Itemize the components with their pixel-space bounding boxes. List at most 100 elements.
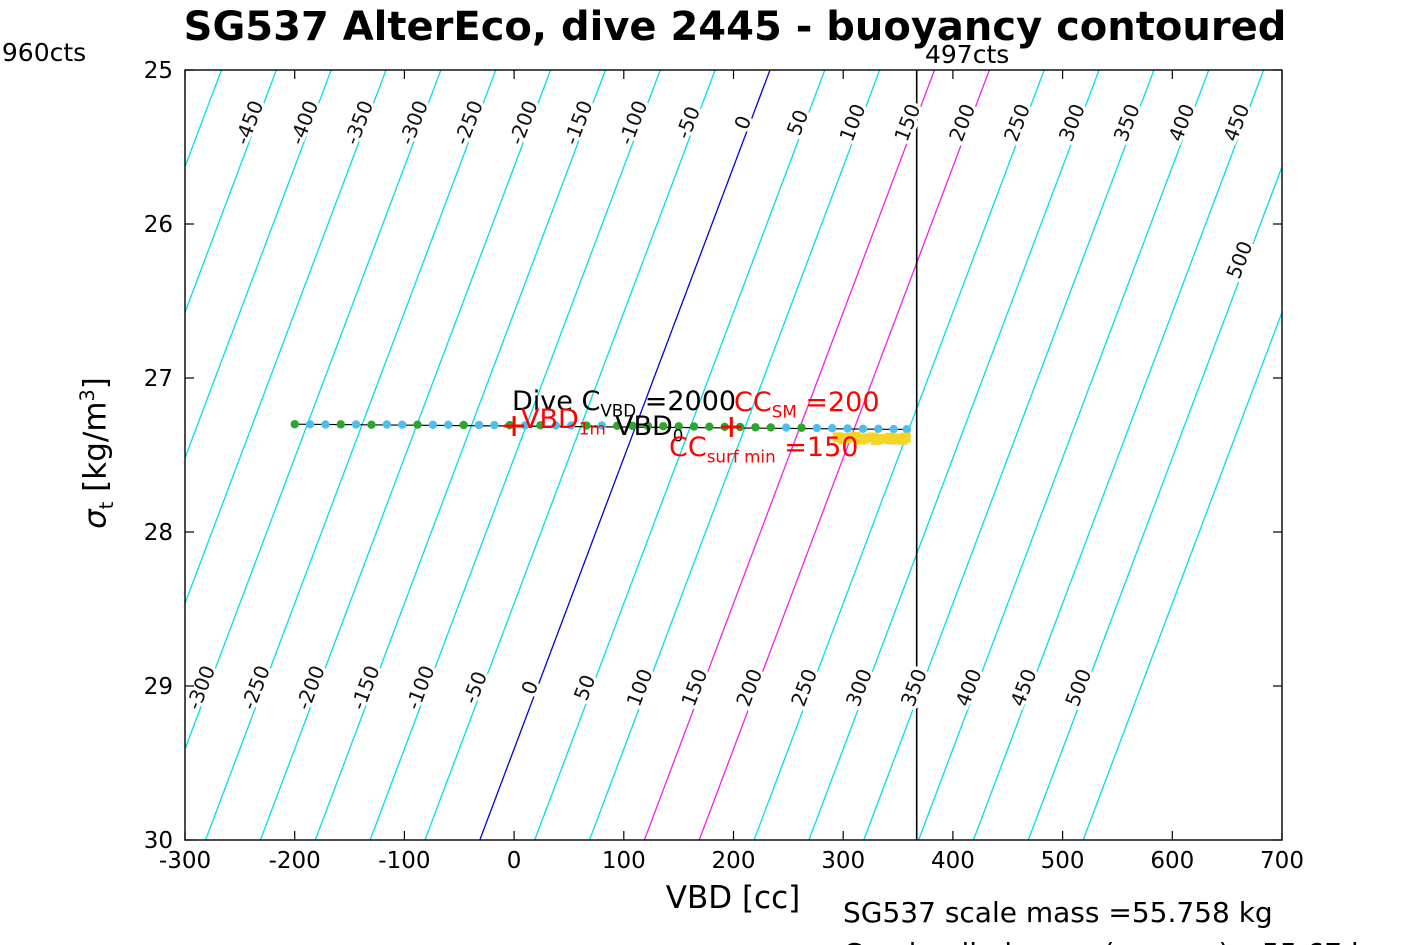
data-point <box>874 424 883 434</box>
annotation-cc-surf-min: CCsurf min =150 <box>669 432 858 466</box>
contour-label: 450 <box>1005 665 1041 709</box>
data-point <box>674 422 683 431</box>
contour-line-400 <box>918 70 1210 840</box>
annotation-dive-cvbd-sub: VBD <box>600 400 637 421</box>
contour-label: -350 <box>339 97 378 148</box>
contour-label: 500 <box>1221 238 1257 282</box>
x-tick-label: 0 <box>507 848 522 874</box>
annotation-cc-surf-min-pre: CC <box>669 432 707 463</box>
data-point <box>566 421 576 430</box>
data-point <box>812 423 822 433</box>
contour-line-450 <box>972 70 1265 840</box>
data-point <box>582 421 591 430</box>
x-tick-label: -200 <box>269 848 321 874</box>
x-tick-label: 200 <box>712 848 756 874</box>
implied-mass-post: implied mass (apogee) =55.67 kg <box>900 937 1385 945</box>
y-tick-label: 28 <box>144 520 173 546</box>
x-tick-label: 100 <box>602 848 646 874</box>
x-tick-label: -300 <box>159 848 211 874</box>
contour-label: -450 <box>230 97 269 148</box>
data-point <box>858 424 868 434</box>
data-point <box>305 420 315 429</box>
data-point <box>490 420 499 430</box>
contour-label: 100 <box>621 665 657 709</box>
contour-label: 200 <box>944 100 980 144</box>
contour-label: 250 <box>999 100 1035 144</box>
contour-line--450 <box>185 70 277 315</box>
contour-label: -50 <box>671 103 705 142</box>
contour-label: 350 <box>896 665 932 709</box>
y-axis-label: σt [kg/m3] <box>76 377 118 529</box>
contour-label: 350 <box>1109 100 1145 144</box>
contour-label: 0 <box>729 112 756 132</box>
contour-line-50 <box>534 70 826 840</box>
y-axis-label-sigma: σ <box>77 509 114 529</box>
annotation-vbd-1m-sub: 1m <box>578 418 606 439</box>
vline-counts-label: 497cts <box>925 40 1010 69</box>
contour-line-150 <box>643 70 936 840</box>
data-point <box>597 421 607 430</box>
contour-label: -100 <box>401 662 440 713</box>
surface-point <box>897 434 908 445</box>
annotation-cc-sm-sub: SM <box>771 401 797 422</box>
contour-label: -150 <box>346 662 385 713</box>
contour-label: 300 <box>1054 100 1090 144</box>
contour-label: 0 <box>516 677 543 697</box>
contour-label: 500 <box>1060 665 1096 709</box>
contour-line--350 <box>185 70 387 606</box>
contour-label: 250 <box>786 665 822 709</box>
annotation-vbd-0: VBD0 <box>615 411 683 445</box>
data-point <box>367 420 376 429</box>
y-tick-label: 29 <box>144 674 173 700</box>
left-counts-label: 3960cts <box>0 38 87 67</box>
annotation-dive-cvbd: Dive CVBD =2000 <box>512 386 736 420</box>
data-point <box>643 421 653 431</box>
surface-point <box>886 434 897 445</box>
data-point <box>336 420 345 429</box>
contour-line--150 <box>314 70 607 840</box>
data-point <box>797 423 806 432</box>
data-point <box>413 420 422 429</box>
contour-label: -150 <box>559 97 598 148</box>
data-point <box>444 420 453 430</box>
y-axis-label-units: [kg/m <box>77 401 114 502</box>
contour-line--400 <box>185 70 332 460</box>
contour-label: -100 <box>614 97 653 148</box>
annotation-cc-sm: CCSM =200 <box>734 387 880 421</box>
data-point <box>351 420 361 429</box>
contour-line-300 <box>808 70 1100 840</box>
y-tick-label: 30 <box>144 828 173 854</box>
data-point <box>781 423 791 432</box>
contour-label: 50 <box>569 671 601 703</box>
annotation-cc-surf-min-sub: surf min <box>706 446 776 467</box>
data-point <box>659 422 668 431</box>
data-point <box>474 420 484 430</box>
contour-label: 450 <box>1218 100 1254 144</box>
data-point <box>551 421 560 430</box>
contour-label: 50 <box>782 106 814 138</box>
x-tick-label: 700 <box>1260 848 1304 874</box>
data-point <box>628 421 637 431</box>
contour-line--200 <box>259 70 552 840</box>
surface-point <box>850 431 861 442</box>
y-tick-label: 26 <box>144 212 173 238</box>
annotation-cc-surf-min-post: =150 <box>775 432 859 463</box>
contour-line-550 <box>1082 310 1282 840</box>
contour-label: -300 <box>181 662 220 713</box>
contour-line--100 <box>369 70 661 840</box>
contour-label: -200 <box>504 97 543 148</box>
annotation-vbd-1m: VBD1m <box>521 404 606 438</box>
data-point <box>766 423 775 432</box>
contour-label: 400 <box>951 665 987 709</box>
contour-lines-group <box>185 70 1282 840</box>
annotation-dive-cvbd-post: =2000 <box>636 386 737 417</box>
surface-point <box>871 434 882 445</box>
contour-line-500 <box>1027 164 1282 840</box>
contour-label: 200 <box>731 665 767 709</box>
figure-title: SG537 AlterEco, dive 2445 - buoyancy con… <box>183 4 1287 50</box>
y-axis-label-sub: t <box>94 501 118 510</box>
surface-point <box>876 433 887 444</box>
contour-line--300 <box>185 70 442 751</box>
